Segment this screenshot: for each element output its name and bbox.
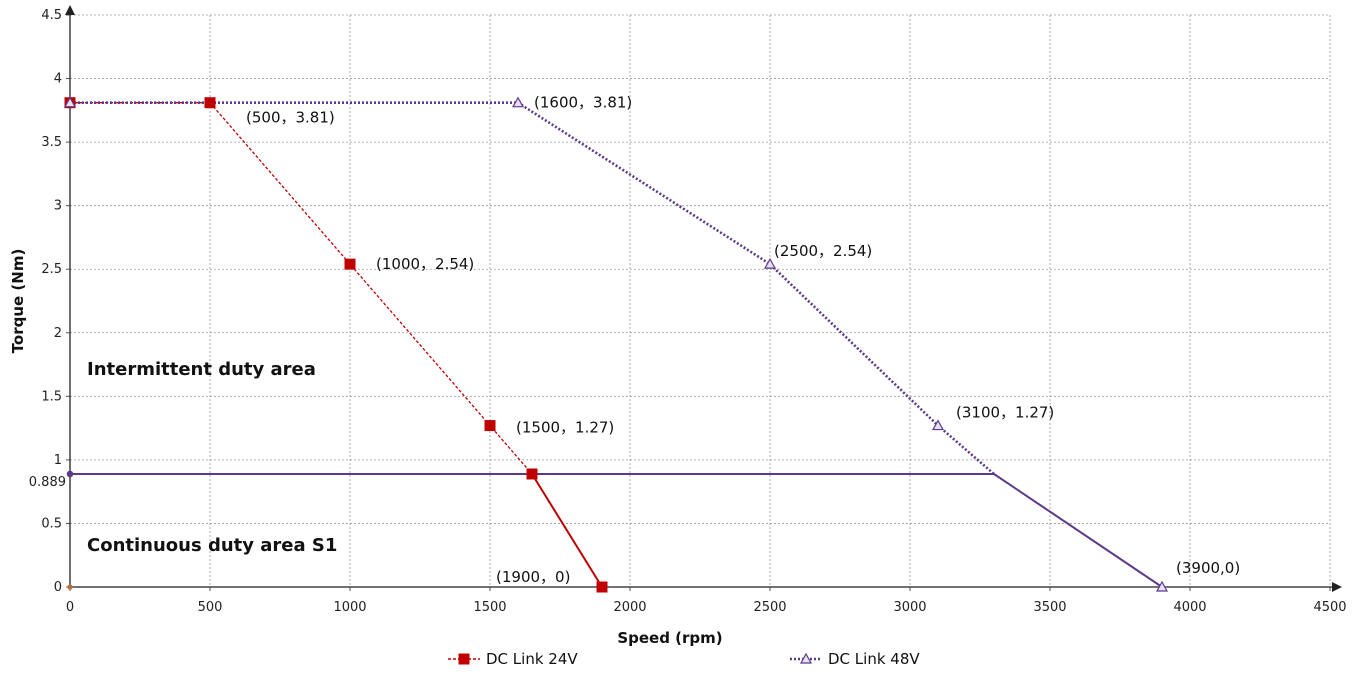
y-tick-label: 3.5 (41, 135, 62, 150)
y-tick-label: 1 (54, 453, 62, 468)
x-tick-label: 1500 (473, 600, 506, 615)
dc-link-48v-point (511, 96, 525, 108)
point-annotation: (2500，2.54) (774, 242, 872, 260)
intermittent-region-label: Intermittent duty area (87, 359, 316, 380)
x-tick-label: 500 (198, 600, 223, 615)
dc-link-48v-point (63, 96, 77, 108)
y-extra-tick-label: 0.889 (29, 475, 66, 490)
x-axis-arrow (1332, 582, 1342, 592)
dc-link-48v-intermittent-line (70, 101, 995, 475)
legend-item-dc-link-24v: DC Link 24V (448, 650, 578, 668)
legend-swatch-marker (458, 653, 470, 665)
dc-link-48v-point (763, 257, 777, 269)
dc-link-48v-point (931, 419, 945, 431)
y-tick-label: 2.5 (41, 262, 62, 277)
point-annotation: (1000，2.54) (376, 255, 474, 273)
series-lines (70, 101, 1163, 588)
x-tick-label: 3500 (1033, 600, 1066, 615)
y-tick-label: 3 (54, 199, 62, 214)
grid (70, 14, 1331, 587)
point-annotation: (3900,0) (1176, 559, 1240, 577)
dc-link-24v-point (204, 97, 216, 109)
point-annotation: (1500，1.27) (516, 419, 614, 437)
point-annotation: (3100，1.27) (956, 404, 1054, 422)
dc-link-24v-point (344, 258, 356, 270)
labels: (500，3.81) (1000，2.54) (1500，1.27) (1900，0)… (87, 94, 1240, 586)
legend-label: DC Link 48V (828, 650, 920, 668)
dc-link-24v-point (596, 581, 608, 593)
legend-label: DC Link 24V (486, 650, 578, 668)
x-tick-label: 4000 (1173, 600, 1206, 615)
dc-link-24v-point (484, 420, 496, 432)
x-tick-label: 0 (66, 600, 74, 615)
x-tick-label: 1000 (333, 600, 366, 615)
y-tick-label: 1.5 (41, 389, 62, 404)
point-annotation: (1900，0) (496, 568, 570, 586)
y-axis-arrow (65, 5, 75, 15)
origin-dot (67, 584, 73, 590)
legend-swatch-marker (799, 652, 813, 664)
x-axis-title: Speed (rpm) (617, 629, 722, 647)
continuous-region-label: Continuous duty area S1 (87, 535, 337, 556)
dc-link-24v-intermittent-line (70, 102, 533, 475)
y-tick-label: 0 (54, 580, 62, 595)
legend: DC Link 24V DC Link 48V (448, 650, 920, 668)
point-annotation: (500，3.81) (246, 109, 335, 127)
dc-link-48v-continuous-line (70, 472, 1163, 588)
x-tick-label: 2500 (753, 600, 786, 615)
y-tick-label: 0.5 (41, 516, 62, 531)
dc-link-48v-point (1155, 580, 1169, 592)
x-tick-label: 4500 (1313, 600, 1346, 615)
dc-link-48v-continuous-start-dot (66, 470, 74, 478)
axes: 0 500 1000 1500 2000 2500 3000 3500 4000 4500 0 0.5… (29, 5, 1347, 615)
y-tick-label: 2 (54, 326, 62, 341)
y-tick-label: 4 (54, 72, 62, 87)
y-tick-label: 4.5 (41, 8, 62, 23)
point-annotation: (1600，3.81) (534, 94, 632, 112)
dc-link-24v-point (526, 468, 538, 480)
x-tick-label: 3000 (893, 600, 926, 615)
y-axis-title: Torque (Nm) (9, 249, 27, 354)
series-markers (63, 96, 1169, 593)
legend-item-dc-link-48v: DC Link 48V (790, 650, 920, 668)
x-tick-label: 2000 (613, 600, 646, 615)
